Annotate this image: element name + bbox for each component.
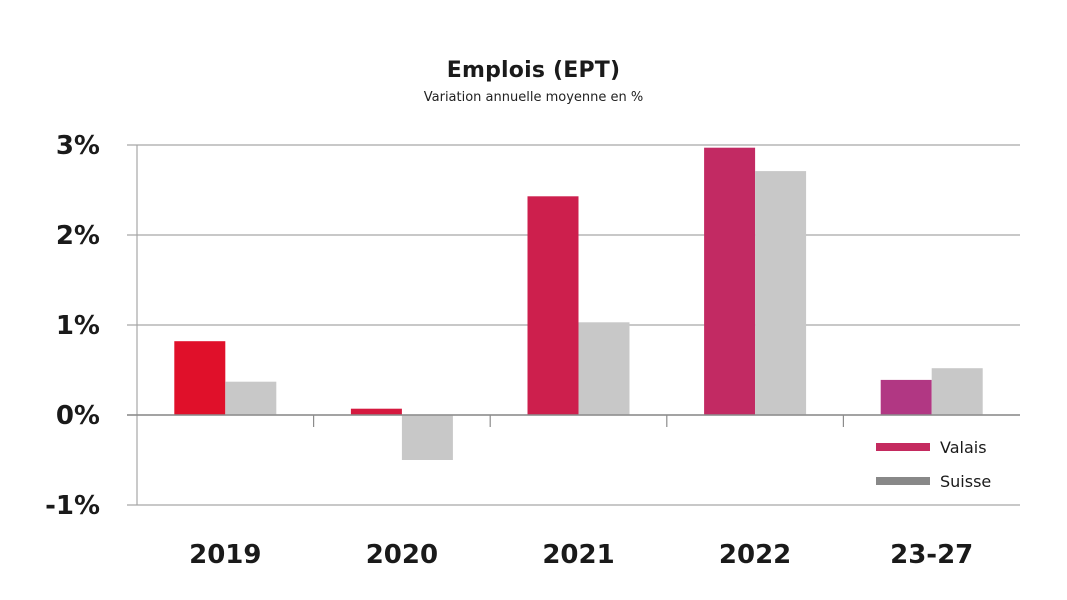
bar-valais bbox=[880, 379, 932, 415]
bar-valais bbox=[350, 408, 402, 415]
legend-swatch-suisse bbox=[876, 477, 930, 485]
chart-title: Emplois (EPT) bbox=[446, 58, 621, 83]
legend-swatch-valais bbox=[876, 443, 930, 451]
y-tick-label: 2% bbox=[56, 221, 100, 251]
x-tick-label: 2021 bbox=[542, 540, 614, 570]
x-tick-label: 2020 bbox=[366, 540, 438, 570]
x-tick-label: 2019 bbox=[189, 540, 261, 570]
bar-valais bbox=[527, 196, 579, 415]
chart-subtitle: Variation annuelle moyenne en % bbox=[423, 90, 644, 105]
y-tick-label: 1% bbox=[56, 311, 100, 341]
legend-label-valais: Valais bbox=[940, 438, 987, 457]
bar-suisse bbox=[225, 381, 277, 415]
bar-suisse bbox=[755, 171, 807, 415]
bar-suisse bbox=[401, 415, 453, 460]
y-tick-label: 3% bbox=[56, 131, 100, 161]
bar-valais bbox=[174, 341, 226, 415]
bar-suisse bbox=[931, 368, 983, 415]
bar-valais bbox=[704, 147, 756, 415]
x-tick-label: 23-27 bbox=[890, 540, 973, 570]
y-tick-label: 0% bbox=[56, 401, 100, 431]
x-tick-label: 2022 bbox=[719, 540, 791, 570]
bar-suisse bbox=[578, 322, 630, 415]
y-tick-label: -1% bbox=[45, 491, 100, 521]
legend-label-suisse: Suisse bbox=[940, 472, 991, 491]
